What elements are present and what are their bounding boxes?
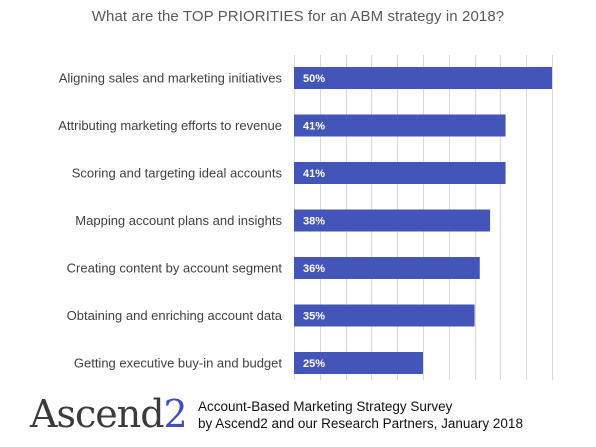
bar bbox=[294, 67, 552, 89]
source-line-1: Account-Based Marketing Strategy Survey bbox=[198, 399, 453, 414]
bar bbox=[294, 162, 506, 184]
value-label: 35% bbox=[303, 311, 325, 323]
bar bbox=[294, 352, 423, 374]
value-label: 25% bbox=[303, 358, 325, 370]
category-label: Getting executive buy-in and budget bbox=[74, 356, 283, 371]
source-note: Account-Based Marketing Strategy Survey … bbox=[198, 398, 523, 432]
bar bbox=[294, 114, 506, 137]
category-label: Scoring and targeting ideal accounts bbox=[72, 166, 283, 181]
bars bbox=[294, 67, 552, 374]
bar bbox=[294, 304, 475, 327]
value-label: 38% bbox=[303, 216, 325, 228]
value-labels: 50% 41% 41% 38% 36% 35% 25% bbox=[303, 73, 325, 370]
value-label: 50% bbox=[303, 73, 325, 85]
category-label: Obtaining and enriching account data bbox=[67, 308, 283, 323]
value-label: 36% bbox=[303, 263, 325, 275]
category-label: Aligning sales and marketing initiatives bbox=[59, 71, 283, 86]
chart-title: What are the TOP PRIORITIES for an ABM s… bbox=[91, 8, 505, 25]
category-label: Mapping account plans and insights bbox=[75, 213, 282, 228]
bar bbox=[294, 209, 491, 232]
value-label: 41% bbox=[303, 168, 325, 180]
logo-text: Ascend bbox=[30, 392, 165, 436]
logo-number: 2 bbox=[163, 392, 188, 436]
ascend2-logo: Ascend 2 bbox=[30, 392, 188, 436]
source-line-2: by Ascend2 and our Research Partners, Ja… bbox=[198, 416, 523, 431]
category-label: Attributing marketing efforts to revenue bbox=[58, 118, 282, 133]
bar bbox=[294, 257, 480, 279]
category-labels: Aligning sales and marketing initiatives… bbox=[58, 71, 283, 371]
value-label: 41% bbox=[303, 121, 325, 133]
category-label: Creating content by account segment bbox=[67, 261, 283, 276]
bar-chart: Aligning sales and marketing initiatives… bbox=[58, 55, 553, 380]
